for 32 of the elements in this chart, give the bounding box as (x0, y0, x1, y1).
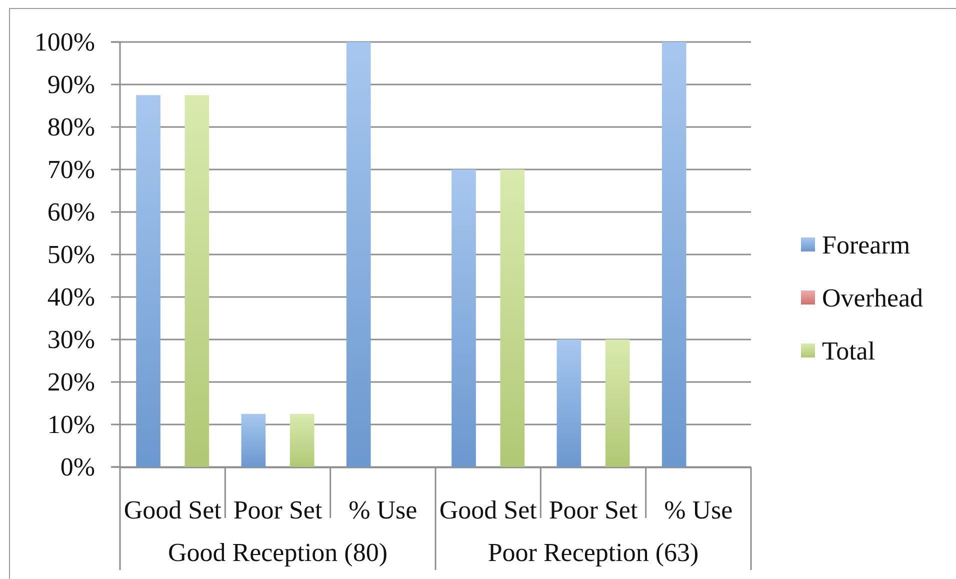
y-tick-label: 40% (47, 282, 95, 312)
bar (241, 414, 266, 467)
y-tick-label: 30% (47, 324, 95, 354)
bar (290, 414, 314, 467)
x-tick-label: % Use (348, 495, 418, 524)
text: Good Reception (80) (168, 538, 388, 567)
legend-label: Overhead (822, 284, 924, 312)
x-tick-label: Poor Set (548, 495, 638, 524)
legend-label: Total (822, 336, 876, 366)
y-tick-label: 0% (60, 452, 95, 482)
bar (346, 42, 371, 467)
y-tick-label: 90% (47, 70, 95, 99)
legend-label: Forearm (822, 230, 910, 260)
y-tick-label: 50% (47, 240, 95, 269)
y-tick-label: 70% (47, 154, 95, 184)
bar (605, 340, 630, 467)
text: Poor Reception (63) (488, 538, 699, 567)
bar (184, 95, 210, 467)
x-tick-label: Good Set (439, 495, 538, 524)
x-tick-label: Good Set (124, 495, 222, 524)
y-tick-label: 60% (47, 197, 95, 226)
bar (662, 42, 686, 467)
bar (452, 170, 476, 467)
x-tick-label: % Use (664, 495, 733, 524)
y-tick-label: 80% (47, 112, 95, 142)
y-tick-label: 20% (47, 367, 95, 396)
bar (500, 170, 525, 467)
y-tick-label: 10% (47, 410, 95, 439)
y-tick-label: 100% (34, 27, 95, 56)
x-tick-label: Poor Set (233, 495, 323, 524)
bar (556, 340, 582, 467)
bar (136, 95, 160, 467)
